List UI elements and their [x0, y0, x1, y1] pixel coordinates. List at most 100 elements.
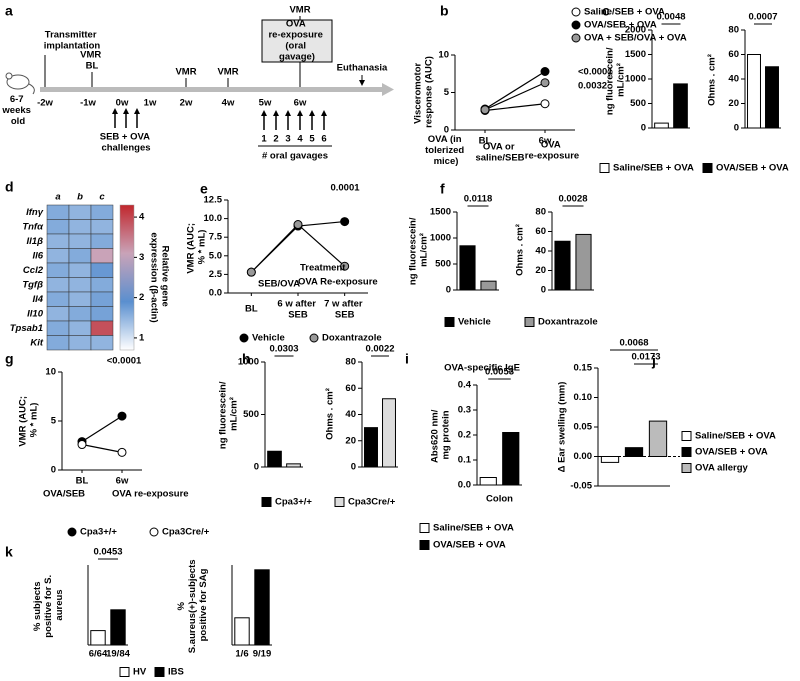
x-tick-label: 7 w after SEB: [324, 298, 365, 320]
y-tick-label: 0: [734, 123, 739, 134]
y-tick-label: 2.5: [209, 269, 223, 280]
y-tick-label: 0.2: [458, 430, 471, 441]
y-tick-label: 60: [345, 383, 356, 394]
timeline-tick: 4w: [222, 98, 235, 109]
y-tick-label: 80: [535, 207, 546, 218]
colorbar-label: Relative gene expression (β-actin): [149, 232, 171, 322]
legend-marker: [119, 667, 130, 677]
bar: [747, 54, 761, 129]
p-value: 0.0007: [748, 12, 777, 23]
timeline-tick: 0w: [116, 98, 129, 109]
y-tick-label: 1500: [430, 207, 451, 218]
row-label: Kit: [30, 337, 44, 348]
y-tick-label: 12.5: [204, 195, 223, 206]
legend-label: Cpa3Cre/+: [162, 527, 210, 538]
challenges-label: SEB + OVA challenges: [100, 131, 153, 153]
heatmap-cell: [46, 306, 70, 322]
x-tick-label: 6w: [539, 136, 552, 147]
legend-marker: [309, 333, 319, 343]
y-axis-label: % subjects positive for S. aureus: [32, 572, 65, 637]
y-tick-label: 20: [345, 435, 356, 446]
y-axis-label: ng fluorescein/ mL/cm²: [217, 379, 239, 449]
bar: [234, 617, 250, 646]
x-tick-label: 6w: [116, 476, 129, 487]
legend-marker: [149, 527, 159, 537]
data-point: [77, 440, 87, 450]
series-line: [484, 82, 546, 111]
p-value: 0.0173: [631, 352, 660, 363]
annotation: SEB/OVA: [258, 279, 300, 290]
row-label: Il4: [32, 294, 43, 305]
y-axis-label: ng fluorescein/ mL/cm²: [407, 215, 429, 285]
legend-marker: [681, 447, 692, 457]
legend-label: OVA/SEB + OVA: [716, 163, 789, 174]
y-tick-label: 0: [446, 285, 451, 296]
bar: [654, 122, 669, 129]
series-line: [484, 70, 546, 110]
p-value: 0.0022: [365, 344, 394, 355]
heatmap-cell: [90, 291, 114, 307]
y-tick-label: 0.10: [574, 392, 593, 403]
panel-letter: k: [5, 544, 13, 560]
heatmap-cell: [68, 233, 92, 249]
row-label: Tnfα: [22, 221, 44, 232]
legend-marker: [524, 317, 535, 327]
arrow-head: [359, 80, 365, 86]
bar: [648, 420, 668, 458]
y-tick-label: 0.0: [209, 288, 222, 299]
legend-label: OVA allergy: [695, 463, 749, 474]
annotation: 0.0032: [578, 81, 607, 92]
y-axis-label: ng fluorescein/ mL/cm²: [604, 45, 626, 115]
y-tick-label: 0: [51, 465, 56, 476]
annotation: OVA (in tolerized mice): [425, 134, 467, 167]
y-tick-label: 1000: [430, 233, 451, 244]
colorbar-tick-label: 3: [139, 252, 144, 263]
arrow-head: [273, 110, 279, 116]
n-label: 9/19: [253, 649, 272, 660]
timeline-event: VMR: [289, 5, 310, 16]
legend-marker: [67, 527, 77, 537]
heatmap-cell: [46, 320, 70, 336]
colorbar-tick-label: 1: [139, 332, 145, 343]
arrow-head: [285, 110, 291, 116]
timeline-event: Euthanasia: [337, 63, 388, 74]
y-tick-label: 40: [728, 74, 739, 85]
legend-label: Cpa3+/+: [80, 527, 117, 538]
y-tick-label: 0: [541, 285, 546, 296]
legend-marker: [261, 497, 272, 507]
legend-label: Vehicle: [252, 333, 285, 344]
panel-letter: f: [440, 181, 445, 197]
legend-label: OVA + SEB/OVA + OVA: [584, 33, 687, 44]
legend-label: Saline/SEB + OVA: [695, 431, 776, 442]
heatmap-cell: [46, 248, 70, 264]
timeline-tick: 5w: [259, 98, 272, 109]
n-label: 6/64: [89, 649, 108, 660]
heatmap-cell: [68, 306, 92, 322]
legend-label: Cpa3Cre/+: [348, 497, 396, 508]
data-point: [540, 99, 550, 109]
legend-marker: [419, 540, 430, 550]
heatmap-cell: [46, 291, 70, 307]
y-axis-label: VMR (AUC; % * mL): [17, 393, 39, 446]
y-tick-label: 1000: [238, 357, 259, 368]
data-point: [480, 105, 490, 115]
y-axis-label: Abs620 nm/ mg protein: [429, 407, 451, 463]
timeline-event: VMR: [175, 67, 196, 78]
x-tick-label: BL: [479, 136, 492, 147]
legend-label: Saline/SEB + OVA: [613, 163, 694, 174]
y-tick-label: 10.0: [204, 213, 223, 224]
n-label: 1/6: [235, 649, 248, 660]
annotation: Treatment: [300, 263, 346, 274]
bar: [267, 450, 282, 468]
legend-marker: [571, 33, 581, 43]
bar: [600, 456, 620, 463]
y-tick-label: 60: [535, 226, 546, 237]
legend-label: Cpa3+/+: [275, 497, 312, 508]
bar: [286, 463, 301, 468]
y-tick-label: 20: [535, 265, 546, 276]
p-value: 0.0068: [619, 338, 648, 349]
y-tick-label: 0: [254, 462, 259, 473]
row-label: Il10: [27, 308, 44, 319]
bar: [765, 66, 779, 129]
row-label: Tgfβ: [22, 279, 43, 290]
